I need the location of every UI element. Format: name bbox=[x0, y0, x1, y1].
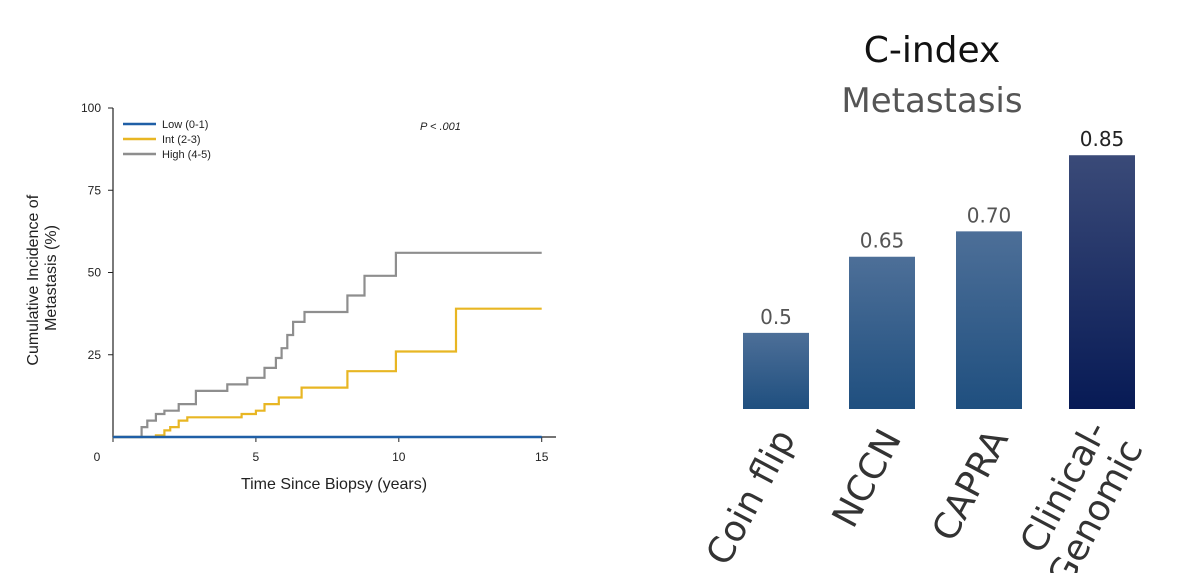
category-label: NCCN bbox=[825, 423, 910, 534]
bar-nccn bbox=[849, 256, 915, 409]
y-axis-label-line-2: Metastasis (%) bbox=[43, 225, 60, 331]
p-value-annotation: P < .001 bbox=[420, 121, 461, 133]
x-tick-label: 10 bbox=[392, 450, 406, 464]
series-line-high bbox=[113, 251, 542, 439]
bar-value-label: 0.65 bbox=[860, 229, 905, 253]
incidence-chart: 0 5 10 15 25 50 75 100 Low (0-1) Int (2-3) High (… bbox=[25, 101, 556, 493]
y-tick-label: 25 bbox=[88, 348, 102, 362]
incidence-legend: Low (0-1) Int (2-3) High (4-5) bbox=[123, 119, 211, 161]
bar-value-label: 0.85 bbox=[1080, 127, 1125, 151]
bar-coin-flip bbox=[743, 332, 809, 409]
category-label-line: Coin flip bbox=[699, 423, 804, 572]
x-axis-label: Time Since Biopsy (years) bbox=[241, 476, 427, 493]
y-axis-label-line-1: Cumulative Incidence of bbox=[25, 194, 42, 365]
category-label-line: CAPRA bbox=[925, 423, 1018, 548]
category-label: Coin flip bbox=[699, 423, 804, 572]
bar-clinical-genomic bbox=[1069, 155, 1135, 409]
x-tick-label: 0 bbox=[94, 450, 101, 464]
bar-capra bbox=[956, 231, 1022, 409]
x-tick-label: 5 bbox=[253, 450, 260, 464]
bar-value-label: 0.70 bbox=[967, 203, 1012, 227]
y-tick-label: 75 bbox=[88, 183, 102, 197]
legend-label: High (4-5) bbox=[162, 149, 211, 161]
incidence-series-group bbox=[113, 251, 542, 439]
category-label-line: NCCN bbox=[825, 423, 910, 534]
cindex-title: C-index bbox=[864, 30, 1001, 71]
category-label: CAPRA bbox=[925, 423, 1018, 548]
y-axis-label: Cumulative Incidence of Metastasis (%) bbox=[25, 190, 60, 365]
category-label: Clinical-Genomic bbox=[1005, 415, 1152, 573]
y-tick-label: 50 bbox=[88, 266, 102, 280]
legend-label: Int (2-3) bbox=[162, 134, 201, 146]
legend-label: Low (0-1) bbox=[162, 119, 208, 131]
y-tick-label: 100 bbox=[81, 101, 101, 115]
x-tick-label: 15 bbox=[535, 450, 549, 464]
series-line-int bbox=[113, 307, 542, 439]
cindex-subtitle: Metastasis bbox=[841, 81, 1022, 121]
bar-value-label: 0.5 bbox=[760, 305, 792, 329]
incidence-axes: 0 5 10 15 25 50 75 100 bbox=[81, 101, 556, 464]
cindex-bars: 0.5 Coin flip 0.65 NCCN 0.70 CAPRA 0.85 Clinica… bbox=[699, 127, 1152, 573]
